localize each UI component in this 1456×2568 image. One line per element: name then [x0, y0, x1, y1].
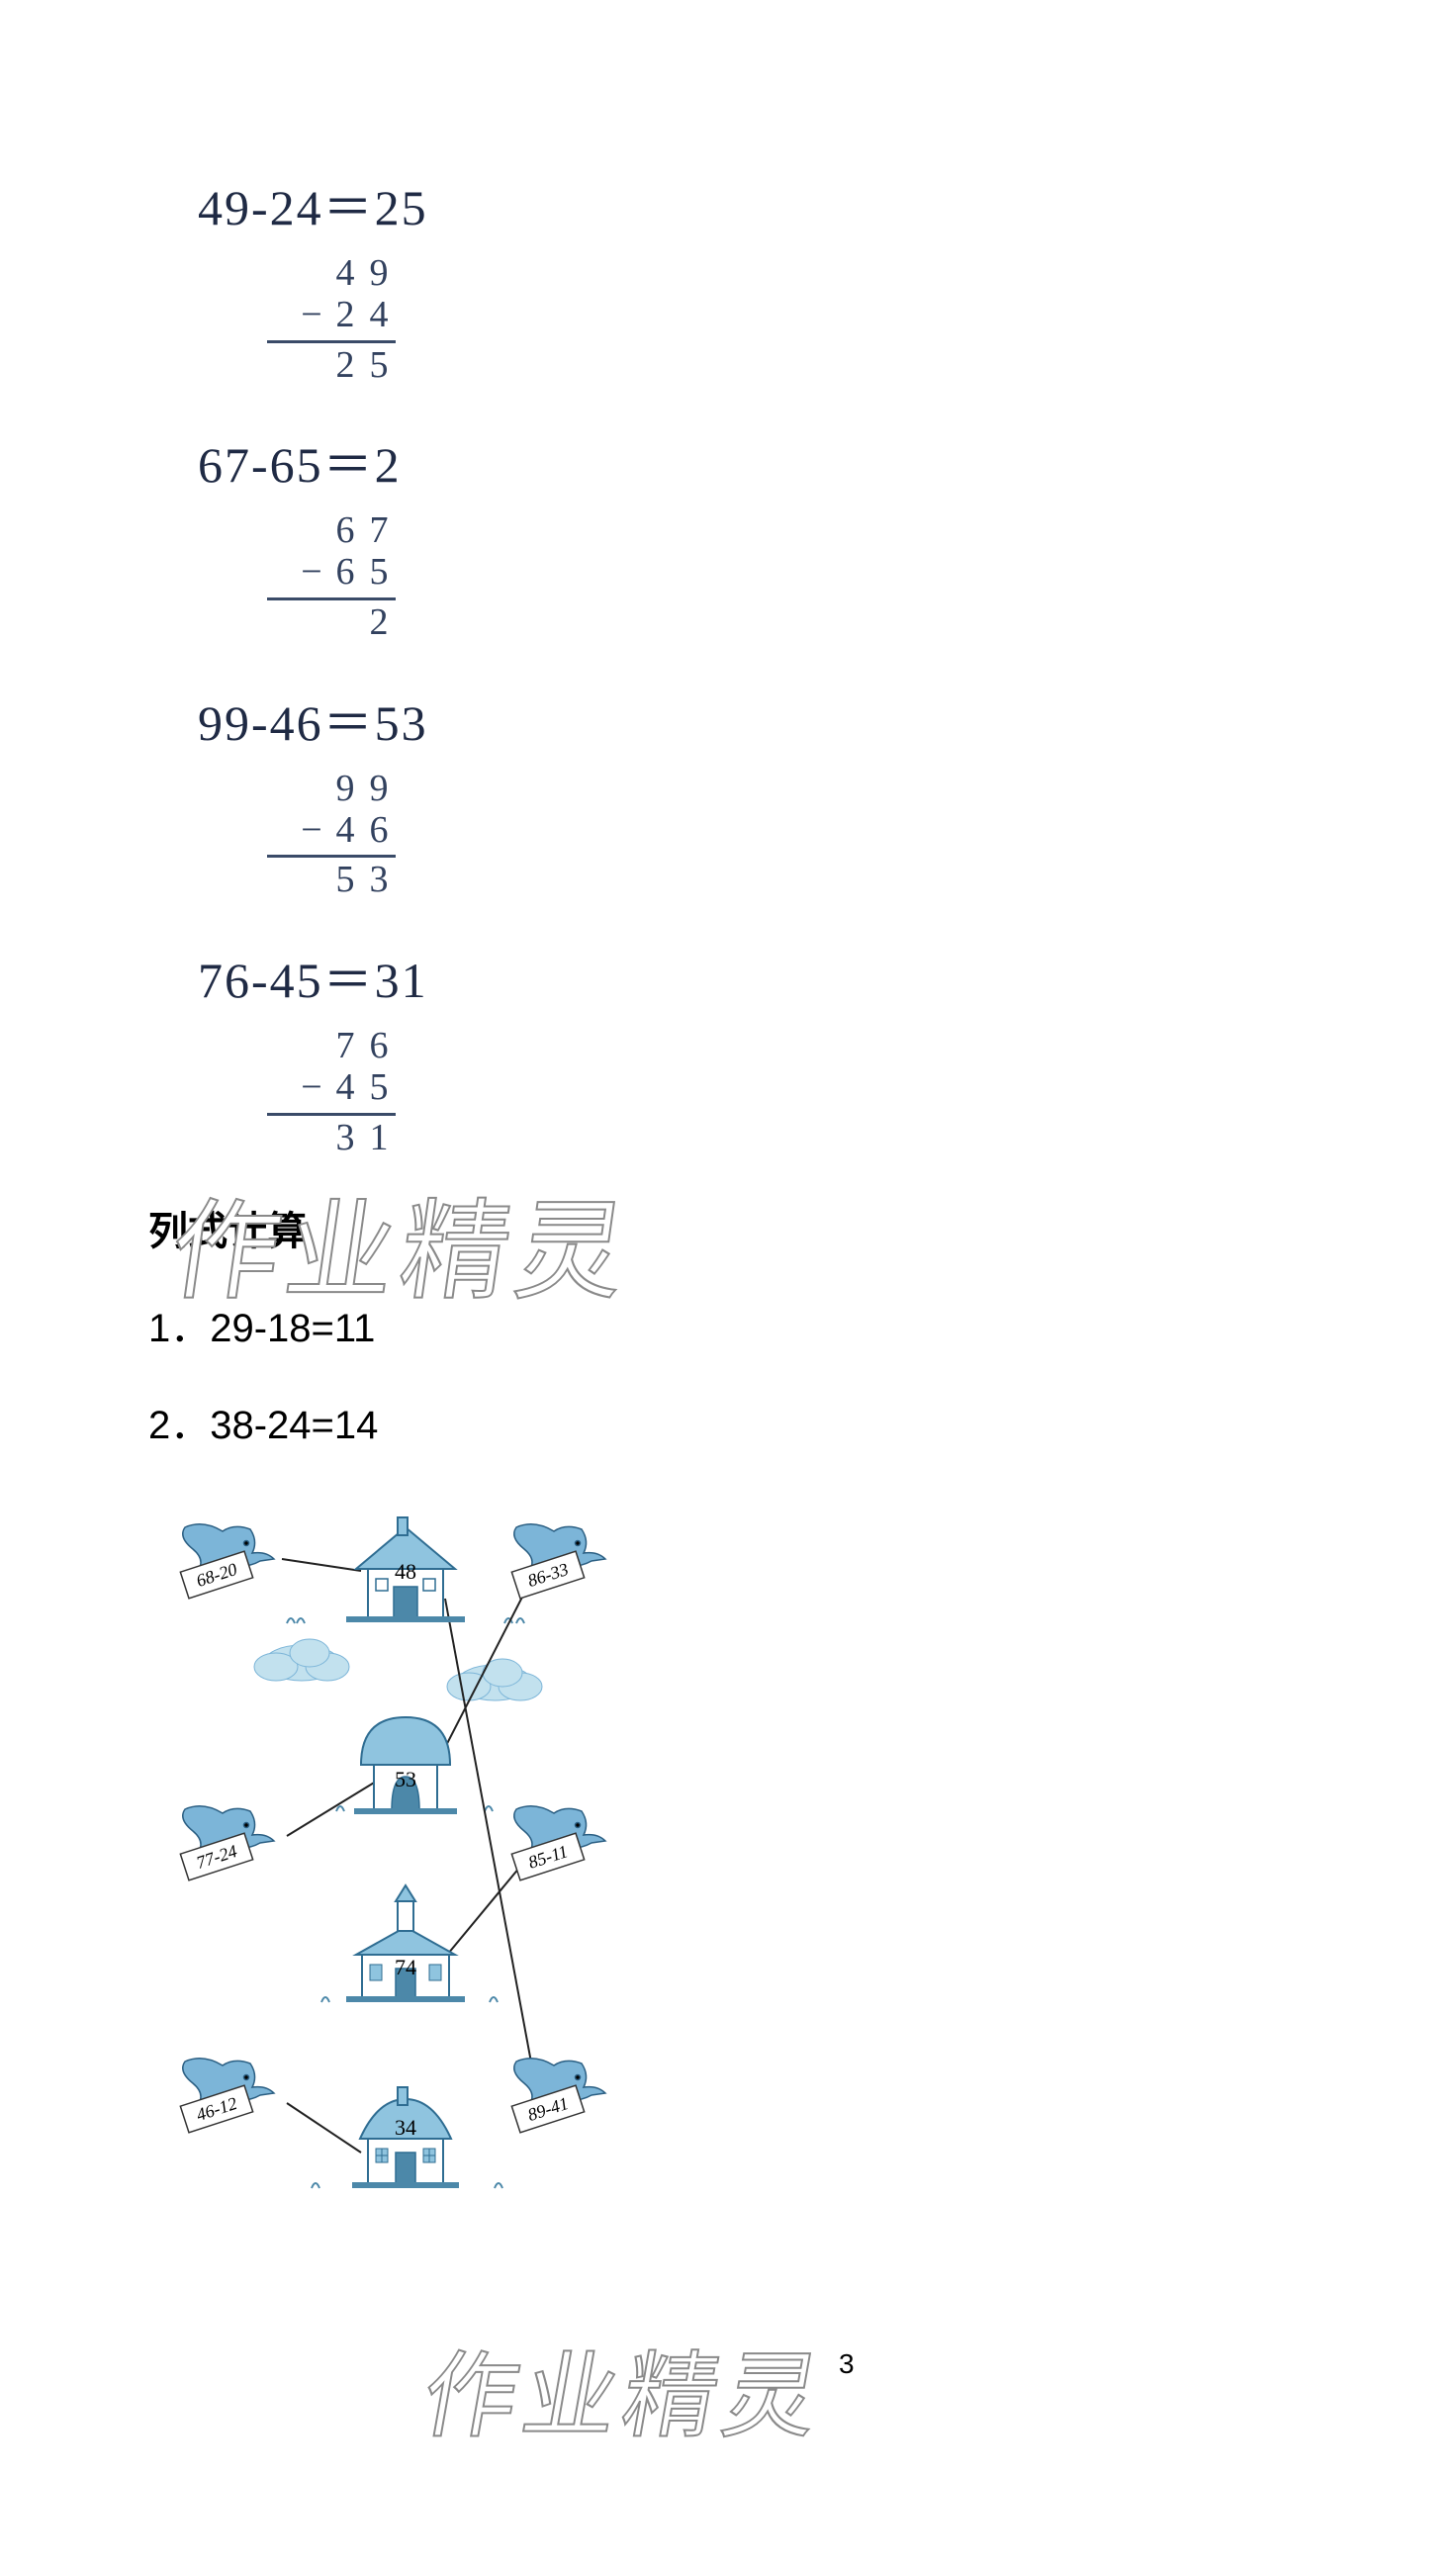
- house-numbers: 48 53 74 34: [395, 1559, 416, 2140]
- equation-4-vertical: 76 −45 31: [267, 1026, 1456, 1158]
- equation-3-expr: 99-46＝53: [198, 684, 1456, 755]
- page-number: 3: [839, 2348, 855, 2380]
- bird-item: 77-24: [180, 1805, 274, 1880]
- equation-1-expr: 49-24＝25: [198, 168, 1456, 239]
- footer: 作业精灵 3: [0, 2331, 1456, 2449]
- equation-2-vertical: 67 −65 2: [267, 510, 1456, 643]
- match-line: [287, 2103, 361, 2153]
- section-title: 列式计算: [148, 1199, 1456, 1256]
- equation-block-3: 99-46＝53 99 −46 53: [198, 684, 1456, 901]
- bird-item: 68-20: [180, 1523, 274, 1598]
- bird-item: 89-41: [511, 2058, 605, 2132]
- equation-block-2: 67-65＝2 67 −65 2: [198, 425, 1456, 643]
- house-icon: [354, 1717, 457, 1814]
- page-root: 49-24＝25 49 −24 25 67-65＝2 67 −65 2 99-4…: [0, 0, 1456, 2568]
- matching-diagram: 68-20 86-33 77-24 85-11 46-12 89-41 48 53 74 34: [138, 1470, 692, 2271]
- diagram-svg: 68-20 86-33 77-24 85-11 46-12 89-41 48 53 74 34: [138, 1470, 692, 2271]
- house-number: 53: [395, 1767, 416, 1791]
- equation-1-vertical: 49 −24 25: [267, 253, 1456, 386]
- bird-item: 86-33: [511, 1523, 605, 1598]
- houses-group: [346, 1517, 465, 2188]
- match-line: [443, 1856, 529, 1960]
- house-number: 48: [395, 1559, 416, 1584]
- equation-2-expr: 67-65＝2: [198, 425, 1456, 497]
- house-icon: [346, 1885, 465, 2002]
- bird-item: 46-12: [180, 2058, 274, 2132]
- equation-4-expr: 76-45＝31: [198, 941, 1456, 1012]
- match-line: [282, 1559, 361, 1571]
- equation-block-4: 76-45＝31 76 −45 31: [198, 941, 1456, 1158]
- equation-3-vertical: 99 −46 53: [267, 769, 1456, 901]
- house-number: 34: [395, 2115, 416, 2140]
- match-line: [287, 1777, 384, 1836]
- bird-item: 85-11: [511, 1805, 605, 1880]
- cloud-1: [254, 1639, 349, 1681]
- cloud-2: [447, 1659, 542, 1700]
- list-item-2: 2．38-24=14: [148, 1393, 1456, 1450]
- house-number: 74: [395, 1955, 416, 1979]
- watermark-bottom: 作业精灵: [413, 2321, 837, 2456]
- list-item-1: 1．29-18=11: [148, 1296, 1456, 1353]
- equation-block-1: 49-24＝25 49 −24 25: [198, 168, 1456, 386]
